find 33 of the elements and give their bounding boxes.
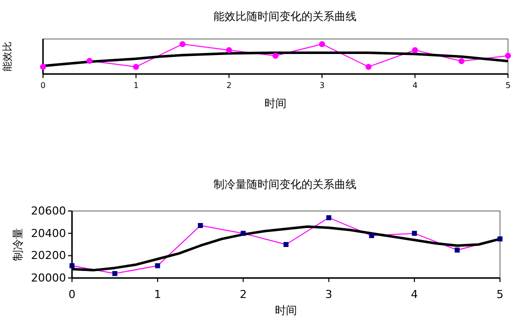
point bbox=[133, 64, 139, 70]
point bbox=[86, 58, 92, 64]
x-tick-label: 1 bbox=[133, 81, 139, 90]
point bbox=[226, 47, 232, 54]
point bbox=[505, 52, 511, 59]
y-tick-label: 20000 bbox=[31, 272, 66, 284]
y-tick-label: 20600 bbox=[31, 204, 66, 218]
point bbox=[412, 47, 418, 54]
y-axis-title: 能效比 bbox=[2, 42, 14, 72]
y-tick-label: 20200 bbox=[31, 249, 66, 262]
point bbox=[319, 41, 325, 48]
x-tick-label: 5 bbox=[496, 288, 504, 301]
x-tick-label: 2 bbox=[226, 81, 232, 90]
x-tick-label: 1 bbox=[154, 288, 162, 301]
x-tick-label: 5 bbox=[505, 81, 511, 90]
y-axis-title: 制冷量 bbox=[12, 228, 24, 261]
x-tick-label: 4 bbox=[412, 81, 418, 90]
x-axis-title: 时间 bbox=[264, 97, 286, 110]
x-tick-label: 0 bbox=[68, 288, 76, 301]
x-tick-label: 4 bbox=[410, 288, 418, 301]
chart-title: 制冷量随时间变化的关系曲线 bbox=[214, 178, 356, 191]
chart-title: 能效比随时间变化的关系曲线 bbox=[214, 10, 356, 23]
point bbox=[458, 58, 464, 64]
x-tick-label: 3 bbox=[325, 288, 332, 301]
x-tick-label: 0 bbox=[40, 81, 46, 90]
x-axis-title: 时间 bbox=[275, 304, 297, 317]
x-tick-label: 2 bbox=[240, 288, 247, 301]
point bbox=[272, 52, 278, 59]
x-tick-label: 3 bbox=[319, 81, 325, 90]
point bbox=[40, 64, 46, 70]
y-tick-label: 20400 bbox=[31, 226, 66, 240]
point bbox=[366, 64, 372, 70]
point bbox=[180, 41, 186, 48]
